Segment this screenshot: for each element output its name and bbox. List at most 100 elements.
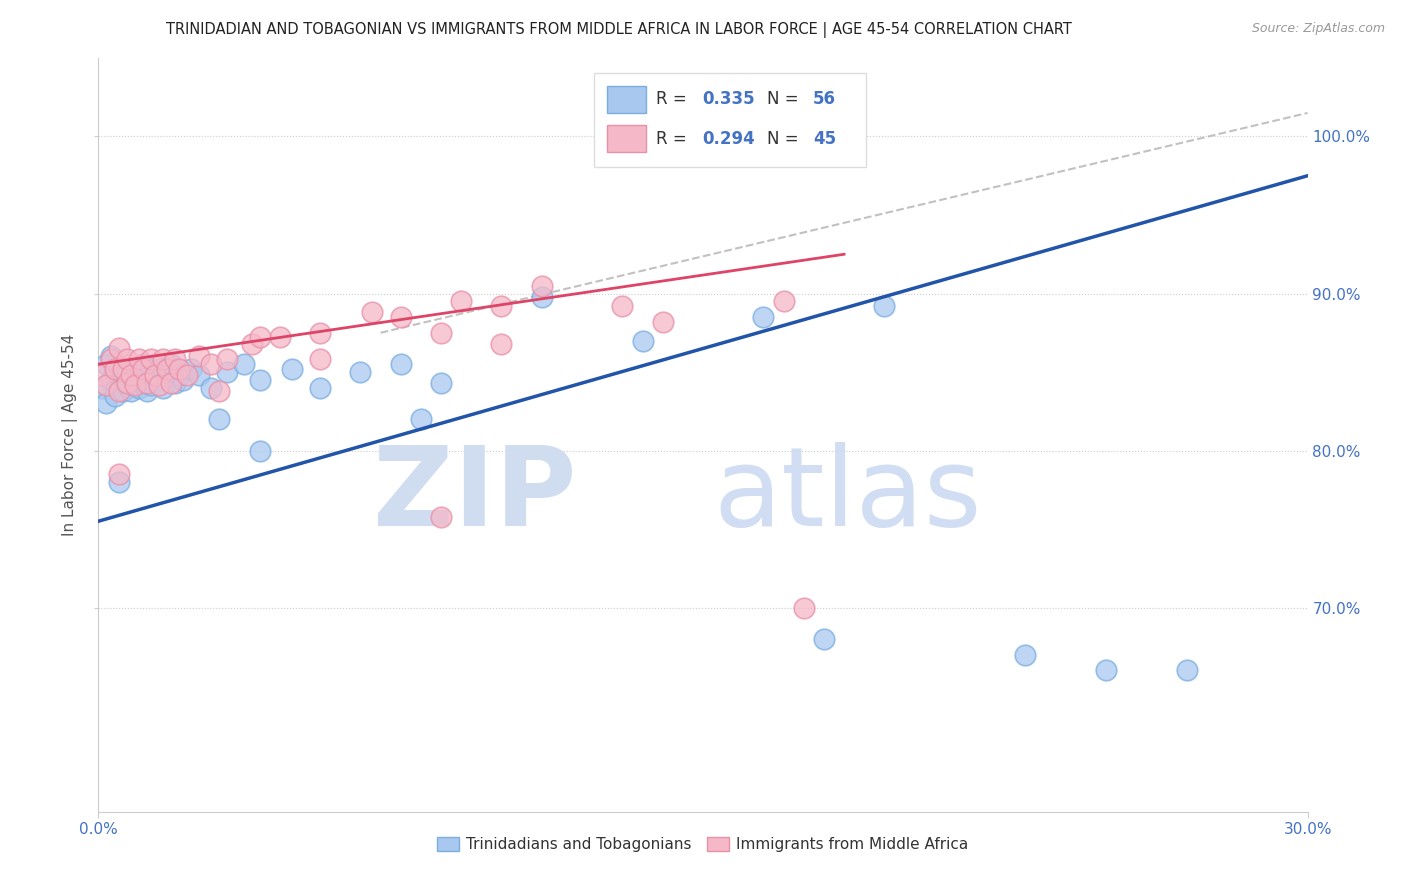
Point: [772, 294, 794, 309]
Text: R =: R =: [655, 129, 692, 148]
Point: [156, 362, 179, 376]
Point: [249, 330, 271, 344]
Point: [873, 299, 896, 313]
Point: [200, 357, 222, 371]
Point: [240, 336, 263, 351]
Point: [115, 376, 138, 390]
Point: [491, 299, 513, 313]
Point: [232, 357, 254, 371]
Point: [249, 373, 271, 387]
Point: [107, 384, 129, 398]
Point: [111, 384, 134, 398]
Point: [135, 368, 157, 383]
Text: 45: 45: [813, 129, 837, 148]
Point: [167, 368, 190, 383]
Point: [793, 600, 815, 615]
Point: [132, 362, 155, 376]
Text: ZIP: ZIP: [373, 442, 576, 549]
Point: [1014, 648, 1036, 662]
Point: [612, 299, 634, 313]
Point: [91, 368, 114, 383]
Point: [172, 373, 194, 387]
Point: [450, 294, 472, 309]
Point: [103, 388, 125, 402]
Point: [128, 352, 150, 367]
Text: 56: 56: [813, 90, 837, 109]
FancyBboxPatch shape: [607, 125, 647, 153]
Point: [200, 381, 222, 395]
Text: 0.294: 0.294: [702, 129, 755, 148]
FancyBboxPatch shape: [607, 86, 647, 113]
Point: [176, 368, 198, 383]
Legend: Trinidadians and Tobagonians, Immigrants from Middle Africa: Trinidadians and Tobagonians, Immigrants…: [432, 831, 974, 858]
Point: [156, 365, 179, 379]
Point: [631, 334, 654, 348]
Point: [208, 412, 231, 426]
Point: [269, 330, 291, 344]
Point: [409, 412, 432, 426]
Text: R =: R =: [655, 90, 692, 109]
Point: [349, 365, 371, 379]
Text: TRINIDADIAN AND TOBAGONIAN VS IMMIGRANTS FROM MIDDLE AFRICA IN LABOR FORCE | AGE: TRINIDADIAN AND TOBAGONIAN VS IMMIGRANTS…: [166, 22, 1071, 38]
Point: [124, 373, 146, 387]
Point: [208, 384, 231, 398]
Point: [188, 349, 211, 363]
Point: [163, 376, 186, 390]
Point: [160, 357, 183, 371]
Point: [128, 381, 150, 395]
Point: [128, 365, 150, 379]
Point: [530, 290, 553, 304]
Point: [281, 362, 304, 376]
Point: [152, 352, 174, 367]
Point: [132, 376, 155, 390]
Point: [309, 352, 332, 367]
Point: [163, 352, 186, 367]
Point: [389, 310, 412, 324]
Text: Source: ZipAtlas.com: Source: ZipAtlas.com: [1251, 22, 1385, 36]
Point: [103, 365, 125, 379]
Point: [120, 368, 142, 383]
Point: [813, 632, 835, 646]
Point: [752, 310, 775, 324]
Point: [96, 396, 118, 410]
Point: [111, 373, 134, 387]
Point: [148, 377, 170, 392]
Point: [107, 368, 129, 383]
Point: [530, 278, 553, 293]
Point: [143, 368, 166, 383]
Point: [132, 357, 155, 371]
Point: [107, 475, 129, 489]
Point: [100, 349, 122, 363]
Point: [100, 352, 122, 367]
Point: [124, 362, 146, 376]
Point: [160, 376, 183, 390]
Point: [124, 377, 146, 392]
Point: [180, 362, 202, 376]
Point: [188, 368, 211, 383]
Point: [148, 362, 170, 376]
Point: [217, 352, 239, 367]
Point: [107, 362, 129, 376]
Point: [430, 376, 453, 390]
Point: [249, 443, 271, 458]
Point: [651, 315, 673, 329]
Y-axis label: In Labor Force | Age 45-54: In Labor Force | Age 45-54: [62, 334, 79, 536]
Point: [115, 377, 138, 392]
Point: [143, 368, 166, 383]
Point: [389, 357, 412, 371]
FancyBboxPatch shape: [595, 73, 866, 168]
Text: 0.335: 0.335: [702, 90, 755, 109]
Point: [217, 365, 239, 379]
Point: [309, 381, 332, 395]
Point: [430, 326, 453, 340]
Point: [361, 305, 384, 319]
Point: [309, 326, 332, 340]
Point: [152, 381, 174, 395]
Point: [430, 509, 453, 524]
Point: [107, 342, 129, 356]
Point: [139, 377, 162, 392]
Point: [115, 362, 138, 376]
Point: [120, 384, 142, 398]
Point: [107, 467, 129, 482]
Point: [135, 384, 157, 398]
